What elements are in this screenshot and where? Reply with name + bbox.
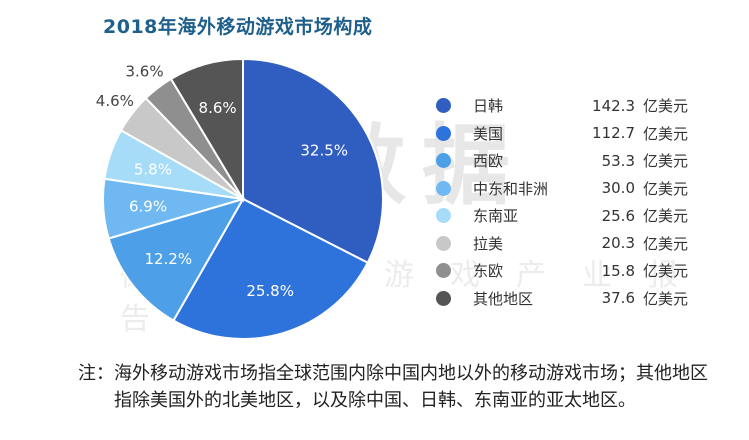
legend-unit: 亿美元 bbox=[643, 97, 689, 116]
legend-unit: 亿美元 bbox=[643, 152, 689, 171]
legend-unit: 亿美元 bbox=[643, 207, 689, 226]
legend-value: 25.6 bbox=[601, 206, 635, 225]
pie-slice-2 bbox=[172, 197, 370, 340]
slice-percent-label: 32.5% bbox=[300, 141, 348, 159]
legend-item: 其他地区 37.6 亿美元 bbox=[436, 285, 726, 313]
pie-slice-1 bbox=[242, 57, 384, 265]
legend-swatch bbox=[436, 263, 451, 279]
legend-unit: 亿美元 bbox=[643, 234, 689, 253]
slice-percent-label: 25.8% bbox=[246, 282, 294, 300]
legend-value: 37.6 bbox=[601, 289, 635, 308]
legend-label: 东南亚 bbox=[473, 207, 519, 226]
legend-label: 其他地区 bbox=[473, 289, 534, 308]
legend-swatch bbox=[436, 208, 451, 224]
chart-legend: 日韩 142.3 亿美元 美国 112.7 亿美元 西欧 53.3 亿美元 中东和非洲 30.0 亿美… bbox=[436, 92, 726, 312]
chart-title: 2018年海外移动游戏市场构成 bbox=[103, 16, 373, 38]
legend-value: 112.7 bbox=[592, 124, 635, 143]
legend-swatch bbox=[436, 290, 451, 306]
slice-percent-label: 4.6% bbox=[96, 92, 134, 110]
legend-swatch bbox=[436, 235, 451, 251]
legend-item: 日韩 142.3 亿美元 bbox=[436, 92, 726, 120]
footnote-label: 注： bbox=[78, 363, 114, 384]
legend-label: 美国 bbox=[473, 124, 504, 143]
legend-unit: 亿美元 bbox=[643, 262, 689, 281]
legend-label: 中东和非洲 bbox=[473, 179, 549, 198]
legend-swatch bbox=[436, 125, 451, 141]
legend-item: 拉美 20.3 亿美元 bbox=[436, 230, 726, 258]
legend-label: 拉美 bbox=[473, 234, 504, 253]
legend-value: 30.0 bbox=[601, 179, 635, 198]
slice-percent-label: 5.8% bbox=[134, 160, 172, 178]
legend-value: 15.8 bbox=[601, 261, 635, 280]
legend-item: 美国 112.7 亿美元 bbox=[436, 120, 726, 148]
legend-item: 中东和非洲 30.0 亿美元 bbox=[436, 175, 726, 203]
legend-item: 西欧 53.3 亿美元 bbox=[436, 147, 726, 175]
slice-percent-label: 12.2% bbox=[144, 250, 192, 268]
footnote: 注： 海外移动游戏市场指全球范围内除中国内地以外的移动游戏市场；其他地区指除美国… bbox=[78, 360, 718, 414]
legend-swatch bbox=[436, 153, 451, 169]
slice-percent-label: 3.6% bbox=[125, 62, 163, 80]
legend-label: 东欧 bbox=[473, 262, 504, 281]
legend-label: 日韩 bbox=[473, 97, 504, 116]
legend-value: 20.3 bbox=[601, 234, 635, 253]
legend-item: 东欧 15.8 亿美元 bbox=[436, 257, 726, 285]
pie-chart: 32.5% 25.8% 12.2% 6.9% 5.8% 4.6% 3.6% 8.6% bbox=[96, 57, 384, 340]
legend-value: 53.3 bbox=[601, 151, 635, 170]
legend-unit: 亿美元 bbox=[643, 289, 689, 308]
slice-percent-label: 6.9% bbox=[129, 198, 167, 216]
pie-slice-8 bbox=[169, 57, 244, 203]
legend-swatch bbox=[436, 180, 451, 196]
slice-percent-label: 8.6% bbox=[199, 99, 237, 117]
legend-unit: 亿美元 bbox=[643, 179, 689, 198]
legend-unit: 亿美元 bbox=[643, 124, 689, 143]
legend-swatch bbox=[436, 98, 451, 114]
legend-item: 东南亚 25.6 亿美元 bbox=[436, 202, 726, 230]
legend-value: 142.3 bbox=[592, 96, 635, 115]
legend-label: 西欧 bbox=[473, 152, 504, 171]
footnote-text: 海外移动游戏市场指全球范围内除中国内地以外的移动游戏市场；其他地区指除美国外的北… bbox=[114, 363, 708, 411]
